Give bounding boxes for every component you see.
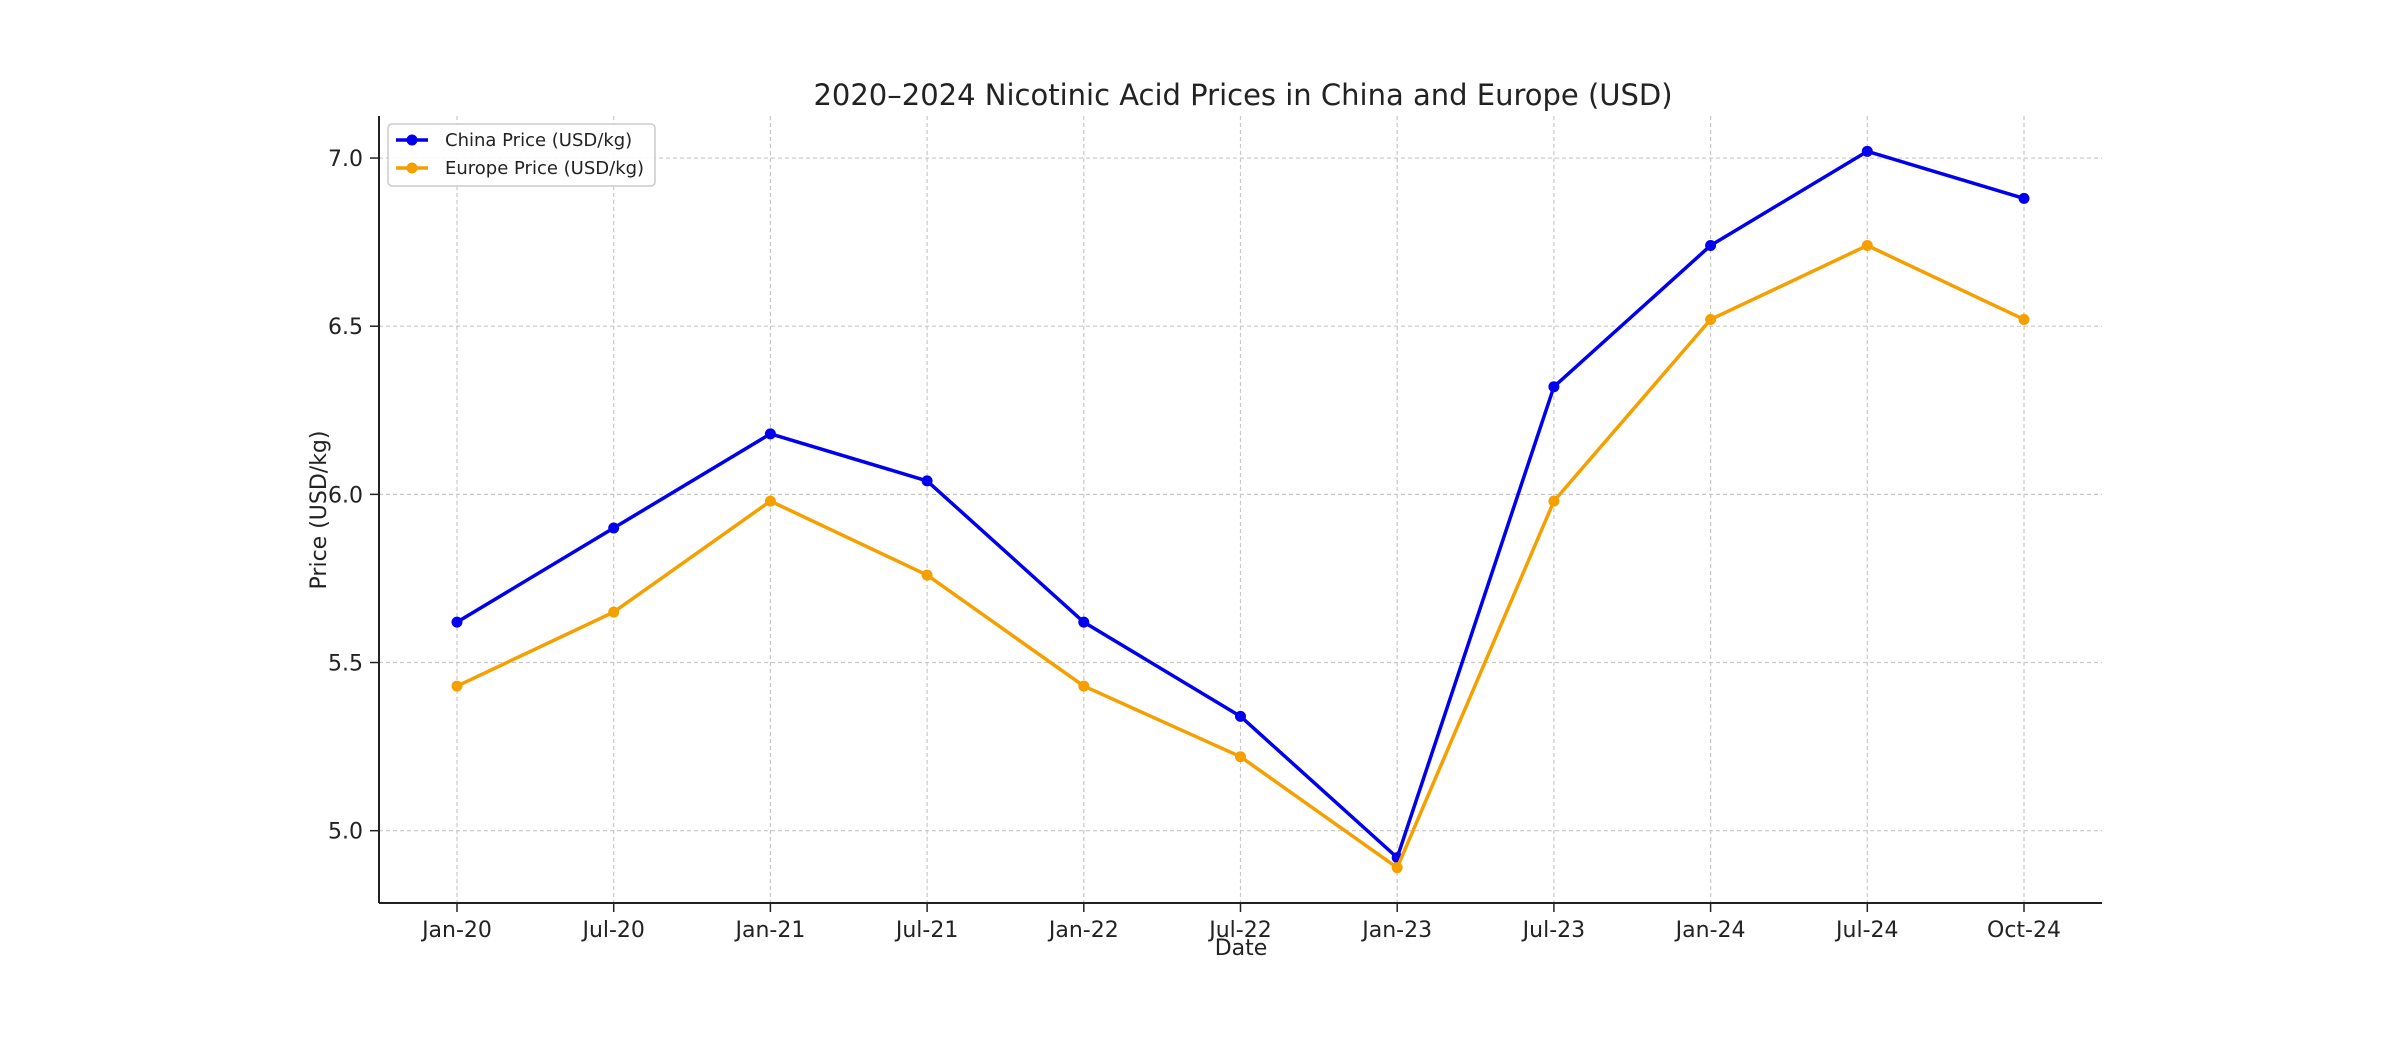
x-tick-label: Jan-21 (733, 918, 805, 943)
data-point-europe (608, 606, 620, 618)
y-tick-label: 6.0 (328, 483, 363, 508)
data-point-china (608, 522, 620, 534)
data-point-europe (1705, 313, 1717, 325)
series-europe (451, 239, 2030, 874)
y-axis-label: Price (USD/kg) (307, 431, 332, 590)
data-point-europe (1235, 751, 1246, 763)
data-point-china (2018, 192, 2030, 204)
data-point-china (764, 428, 776, 440)
x-tick-label: Jul-22 (1207, 918, 1271, 943)
x-tick-label: Jan-22 (1047, 918, 1119, 943)
x-tick-label: Jul-21 (894, 918, 958, 943)
data-point-china (1078, 616, 1090, 628)
grid (379, 116, 2102, 903)
data-point-china (1705, 239, 1717, 251)
data-point-europe (451, 680, 463, 692)
data-point-china (1235, 710, 1246, 722)
data-point-europe (1391, 862, 1403, 874)
data-point-china (1861, 145, 1873, 157)
x-tick-label: Jul-20 (580, 918, 644, 943)
data-point-europe (1548, 495, 1560, 507)
x-tick-label: Oct-24 (1987, 918, 2061, 943)
legend-label-china: China Price (USD/kg) (445, 130, 632, 151)
legend-swatch-marker-europe (406, 162, 418, 174)
legend: China Price (USD/kg) Europe Price (USD/kg… (387, 123, 656, 187)
chart-title: 2020–2024 Nicotinic Acid Prices in China… (813, 78, 1672, 112)
y-tick-label: 7.0 (328, 147, 363, 172)
x-tick-label: Jul-23 (1521, 918, 1585, 943)
x-tick-label: Jan-23 (1360, 918, 1432, 943)
series (451, 145, 2030, 874)
series-china (451, 145, 2030, 864)
data-point-europe (2018, 313, 2030, 325)
x-axis-label: Date (1215, 936, 1268, 961)
data-point-europe (921, 569, 933, 581)
data-point-europe (1861, 239, 1873, 251)
y-tick-label: 5.5 (328, 652, 363, 677)
x-tick-label: Jan-24 (1674, 918, 1746, 943)
data-point-china (451, 616, 463, 628)
legend-box (387, 123, 656, 187)
data-point-china (921, 475, 933, 487)
y-tick-label: 6.5 (328, 315, 363, 340)
legend-label-europe: Europe Price (USD/kg) (445, 158, 644, 179)
data-point-europe (1078, 680, 1090, 692)
legend-swatch-marker-china (406, 134, 418, 146)
data-point-china (1548, 381, 1560, 393)
ticks: Jan-20 Jul-20 Jan-21 Jul-21 Jan-22 Jul-22 Jan-… (328, 147, 2061, 943)
x-tick-label: Jan-20 (420, 918, 492, 943)
x-tick-label: Jul-24 (1834, 918, 1898, 943)
data-point-europe (764, 495, 776, 507)
y-tick-label: 5.0 (328, 820, 363, 845)
